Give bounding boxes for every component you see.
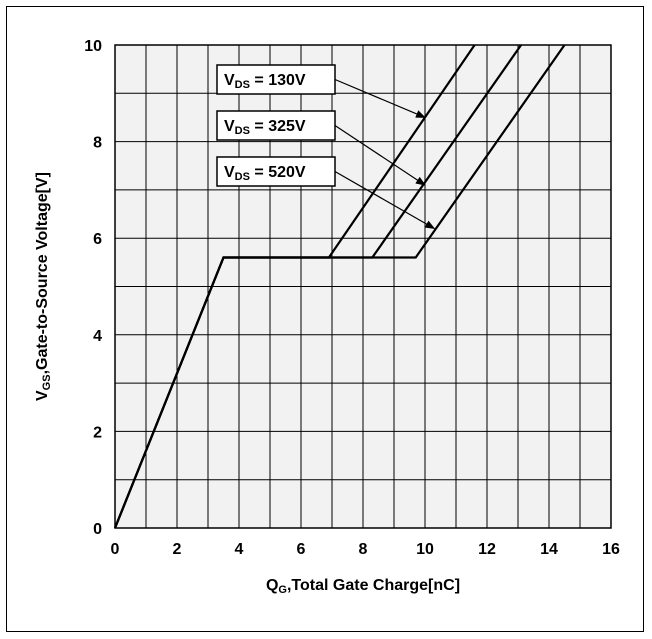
- callout-label: VDS = 130V: [224, 72, 306, 91]
- grid-lines: [115, 45, 611, 528]
- y-tick-label: 8: [93, 135, 102, 152]
- callout-1: VDS = 130V: [216, 64, 426, 119]
- x-axis-title-main: Q: [266, 577, 278, 594]
- callout-arrow: [334, 78, 426, 119]
- x-tick-label: 16: [602, 541, 620, 558]
- x-tick-label: 2: [173, 541, 182, 558]
- y-tick-labels: 0 2 4 6 8 10: [84, 38, 102, 538]
- y-tick-label: 10: [84, 38, 102, 55]
- callout-label: VDS = 325V: [224, 118, 306, 137]
- x-axis-title-rest: ,Total Gate Charge[nC]: [287, 577, 460, 594]
- gate-charge-chart: VDS = 130V VDS = 325V VDS = 520V 0 2 4 6 8 10 12…: [34, 38, 620, 596]
- y-axis-title-rest: ,Gate-to-Source Voltage[V]: [34, 172, 51, 374]
- series-layer: [113, 44, 566, 529]
- x-tick-label: 0: [111, 541, 120, 558]
- y-axis-title: VGS,Gate-to-Source Voltage[V]: [34, 172, 53, 401]
- chart-frame: VDS = 130V VDS = 325V VDS = 520V 0 2 4 6 8 10 12…: [6, 6, 644, 632]
- callout-3: VDS = 520V: [216, 156, 436, 230]
- x-tick-label: 8: [359, 541, 368, 558]
- callout-box: [216, 110, 336, 141]
- y-tick-label: 6: [93, 231, 102, 248]
- callout-label: VDS = 520V: [224, 164, 306, 183]
- callout-arrow: [334, 124, 426, 186]
- y-axis-title-sub: GS: [41, 374, 53, 390]
- annotation-layer: VDS = 130V VDS = 325V VDS = 520V: [216, 64, 436, 230]
- x-tick-label: 12: [478, 541, 496, 558]
- x-tick-label: 6: [297, 541, 306, 558]
- callout-box: [216, 156, 336, 187]
- y-tick-label: 0: [93, 521, 102, 538]
- callout-arrow: [334, 170, 436, 230]
- series-line-3: [113, 44, 566, 529]
- y-axis-title-main: V: [34, 390, 51, 401]
- callout-2: VDS = 325V: [216, 110, 426, 186]
- x-tick-label: 4: [235, 541, 244, 558]
- y-tick-label: 2: [93, 424, 102, 441]
- x-tick-label: 14: [540, 541, 558, 558]
- x-tick-label: 10: [416, 541, 434, 558]
- x-tick-labels: 0 2 4 6 8 10 12 14 16: [111, 541, 620, 558]
- plot-border: [114, 44, 612, 529]
- x-axis-title-sub: G: [278, 584, 287, 596]
- x-axis-title: QG,Total Gate Charge[nC]: [266, 577, 460, 596]
- y-tick-label: 4: [93, 328, 102, 345]
